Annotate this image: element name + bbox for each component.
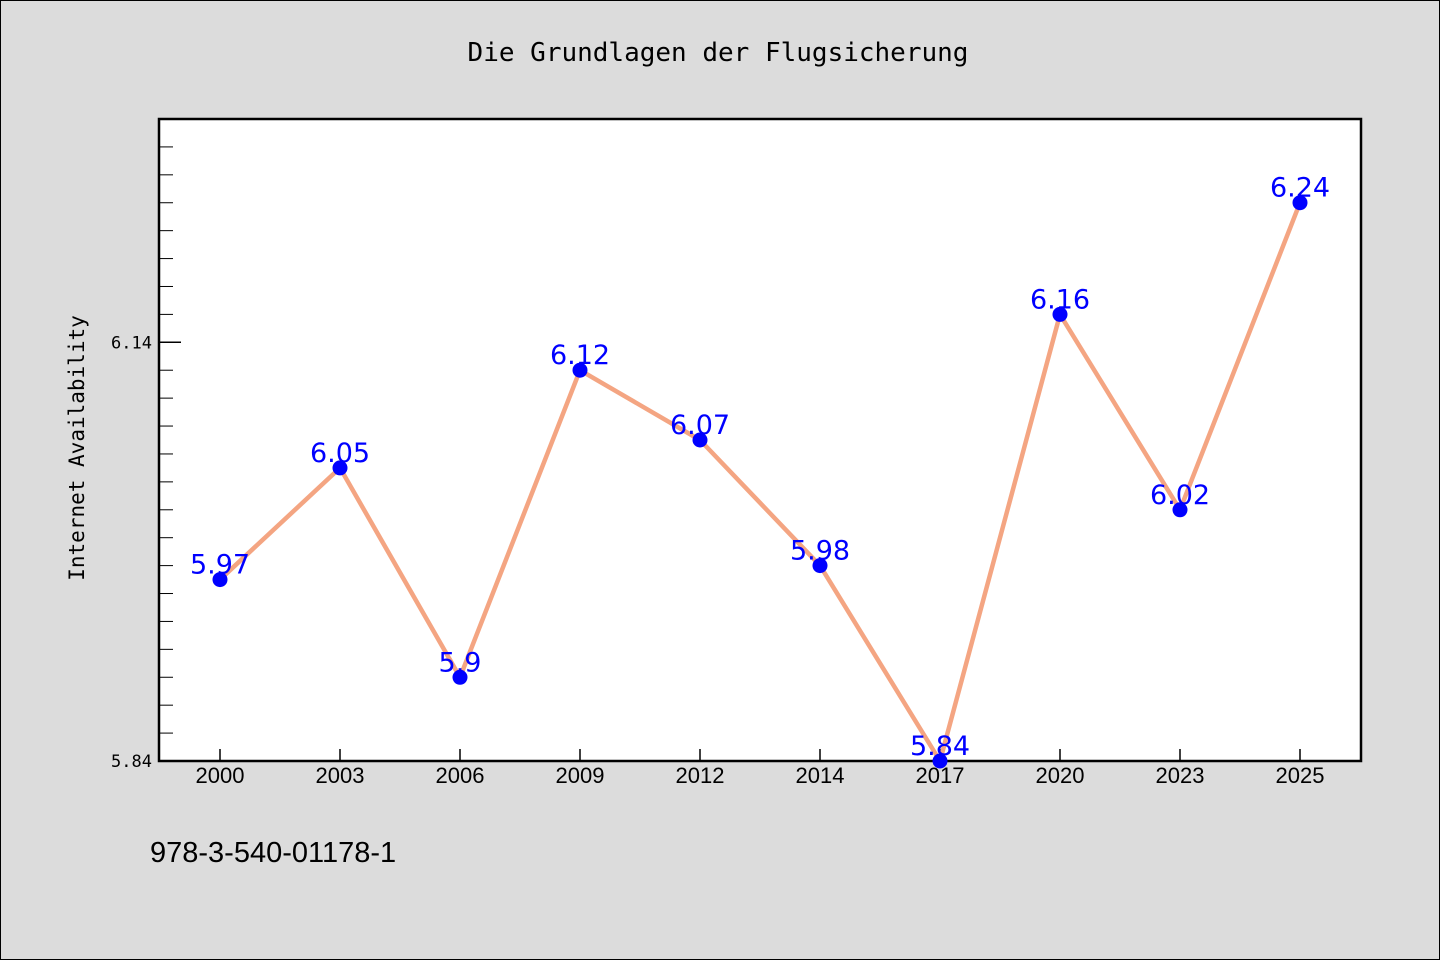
data-point [1052,306,1068,322]
data-label: 5.98 [790,536,850,567]
data-point [572,362,588,378]
data-label: 5.84 [910,731,970,762]
data-label: 5.9 [439,647,482,678]
x-axis: 2000 2003 2006 2009 2012 2014 2017 2020 2023 2025 [196,749,1325,788]
x-tick-label: 2003 [316,763,365,788]
data-point [332,460,348,476]
chart-title: Die Grundlagen der Flugsicherung [468,38,969,68]
data-label: 6.16 [1030,284,1090,315]
y-axis: 5.84 6.14 [111,333,181,772]
x-tick-label: 2023 [1156,763,1205,788]
data-point [692,432,708,448]
x-tick-label: 2025 [1276,763,1325,788]
x-tick-label: 2020 [1036,763,1085,788]
data-point [1292,195,1308,211]
data-point [812,558,828,574]
series-line [217,200,1303,764]
series-layer: 5.97 6.05 5.9 6.12 6.07 5.98 5.84 6.16 6.02 6.24 [190,173,1330,769]
data-label: 5.97 [190,550,250,581]
x-tick-label: 2006 [436,763,485,788]
data-point [1172,502,1188,518]
x-tick-label: 2009 [556,763,605,788]
data-label: 6.24 [1270,173,1330,204]
data-label: 6.12 [550,340,610,371]
data-point [452,669,468,685]
data-point [212,572,228,588]
y-axis-title: Internet Availability [65,315,89,581]
plot-area [157,117,1363,763]
data-label: 6.02 [1150,480,1210,511]
x-tick-label: 2000 [196,763,245,788]
data-point [932,753,948,769]
x-tick-label: 2014 [796,763,845,788]
data-label: 6.05 [310,438,370,469]
x-tick-label: 2012 [676,763,725,788]
data-label: 6.07 [670,410,730,441]
y-tick-label: 6.14 [111,333,152,353]
y-tick-label: 5.84 [111,752,152,772]
isbn-text: 978-3-540-01178-1 [150,837,396,869]
